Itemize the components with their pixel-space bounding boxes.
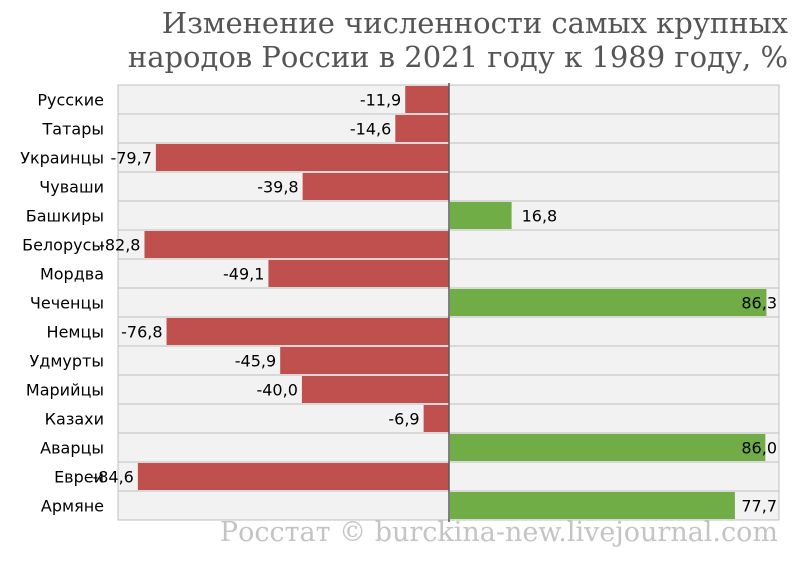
category-label: Армяне [41,497,104,516]
bar [166,318,449,345]
bar [450,434,766,461]
bar [423,405,449,432]
bar [137,463,450,490]
bar [268,260,449,287]
bar [450,492,735,519]
bar [450,289,767,316]
data-label: 86,0 [741,439,777,458]
category-label: Русские [37,91,104,110]
source-credit: Росстат © burckina-new.livejournal.com [219,517,778,548]
chart-title-line-2: народов России в 2021 году к 1989 году, … [127,40,788,74]
bar [144,231,450,258]
data-label: -82,8 [99,236,140,255]
category-label: Аварцы [40,439,104,458]
data-label: 86,3 [741,294,777,313]
category-label: Чеченцы [30,294,104,313]
data-label: 77,7 [741,497,777,516]
bar [280,347,449,374]
category-labels: Русские Татары Украинцы Чуваши Башкиры Белору… [20,91,104,516]
chart-title-line-1: Изменение численности самых крупных [161,6,788,40]
data-label: -39,8 [257,178,298,197]
category-label: Украинцы [20,149,104,168]
bar [301,376,449,403]
category-label: Немцы [47,323,104,342]
data-label: -76,8 [121,323,162,342]
category-label: Евреи [54,468,104,487]
data-label: -11,9 [360,91,401,110]
data-label: -6,9 [388,410,419,429]
data-label: 16,8 [522,207,558,226]
data-label: -45,9 [235,352,276,371]
bar [302,173,449,200]
category-label: Чуваши [39,178,104,197]
chart-title: Изменение численности самых крупных наро… [118,6,788,74]
category-label: Казахи [45,410,104,429]
bars [137,86,767,519]
data-label: -14,6 [350,120,391,139]
data-label: -79,7 [110,149,151,168]
bar [450,202,512,229]
category-label: Башкиры [26,207,104,226]
bar [405,86,449,113]
category-label: Белорусы [22,236,104,255]
category-label: Марийцы [26,381,104,400]
data-label: -40,0 [256,381,297,400]
bar [155,144,449,171]
category-label: Удмурты [30,352,104,371]
category-label: Мордва [40,265,104,284]
bar [395,115,449,142]
data-label: -49,1 [223,265,264,284]
data-labels: -11,9 -14,6 -79,7 -39,8 16,8 -82,8 -49,1 86,3 -7… [92,91,777,516]
category-label: Татары [42,120,105,139]
data-label: -84,6 [92,468,133,487]
